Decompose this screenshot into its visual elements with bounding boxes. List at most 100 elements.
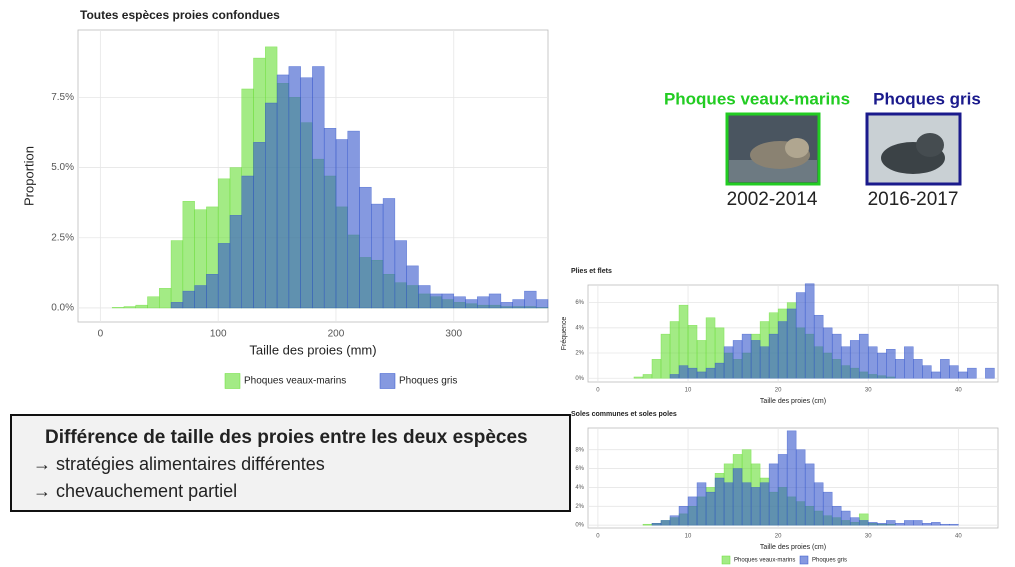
bar [886,349,895,378]
bar [931,372,940,378]
bar [501,302,513,308]
bar [524,291,536,308]
bar [124,307,136,308]
bar [832,506,841,525]
y-tick-label: 0% [575,523,584,529]
bar [814,315,823,378]
bar [760,483,769,525]
bar [841,511,850,525]
chart: Soles communes et soles poles0%2%4%6%8%0… [571,411,998,564]
bar [904,520,913,525]
bar [643,524,652,525]
bar [706,368,715,378]
x-tick-label: 20 [775,534,782,540]
y-tick-label: 2% [575,351,584,357]
bar [787,431,796,525]
bar [877,353,886,378]
bar [760,347,769,378]
bar [742,334,751,378]
y-tick-label: 2.5% [51,232,74,243]
legend-label: Phoques gris [399,376,457,387]
bar [832,334,841,378]
bar [697,372,706,378]
x-tick-label: 30 [865,534,872,540]
legend-label: Phoques veaux-marins [244,376,346,387]
bar [958,372,967,378]
photo [867,114,960,184]
bar [454,297,466,308]
bar [778,322,787,379]
x-tick-label: 0 [596,388,600,394]
x-tick-label: 200 [328,329,345,340]
bar [183,291,195,308]
x-tick-label: 100 [210,329,227,340]
bar [301,78,313,308]
bar [230,215,242,308]
bar [489,294,501,308]
y-tick-label: 5.0% [51,162,74,173]
bar [477,297,489,308]
y-axis-label: Proportion [21,146,36,206]
years: 2016-2017 [868,189,959,210]
chart-title: Plies et flets [571,268,612,275]
bar [136,305,148,308]
x-axis-label: Taille des proies (mm) [249,342,376,357]
bar [360,187,372,308]
bar [348,131,360,308]
bar [536,300,548,308]
bar [383,198,395,308]
bar [796,293,805,379]
bar [715,478,724,525]
x-tick-label: 10 [685,388,692,394]
bar [430,294,442,308]
chart-title: Soles communes et soles poles [571,411,677,418]
bar [171,241,183,308]
bar [206,274,218,308]
bar [706,492,715,525]
bar [886,520,895,525]
legend-swatch [380,374,395,389]
legend-swatch [722,556,730,564]
y-tick-label: 0% [575,376,584,382]
bar [724,483,733,525]
bar [661,334,670,378]
bar [277,75,289,308]
bar [171,302,183,308]
bar [850,518,859,526]
bar [904,347,913,378]
bar [913,359,922,378]
bar [715,363,724,378]
bar [769,334,778,378]
bar [395,241,407,308]
legend-label: Phoques gris [812,558,847,564]
legend-swatch [225,374,240,389]
chart: Toutes espèces proies confondues0.0%2.5%… [21,8,548,388]
y-tick-label: 4% [575,325,584,331]
bar [733,340,742,378]
bar [112,307,124,308]
bar [254,142,266,308]
bar [265,103,277,308]
y-tick-label: 7.5% [51,92,74,103]
legend-swatch [800,556,808,564]
y-tick-label: 4% [575,485,584,491]
bar [850,340,859,378]
x-tick-label: 40 [955,388,962,394]
bar [324,128,336,308]
bar [688,368,697,378]
bar [823,492,832,525]
bar [796,450,805,525]
legend-label: Phoques veaux-marins [734,558,795,564]
y-tick-label: 6% [575,466,584,472]
bar [442,294,454,308]
bar [670,516,679,525]
y-tick-label: 8% [575,447,584,453]
x-tick-label: 10 [685,534,692,540]
bar [312,67,324,308]
bar [147,297,159,308]
bar [949,366,958,379]
y-axis-label: Fréquence [561,317,568,351]
slide: Phoques veaux-marins Phoques gris 2002-2… [0,0,1015,567]
bar [159,288,171,308]
bar [643,374,652,378]
